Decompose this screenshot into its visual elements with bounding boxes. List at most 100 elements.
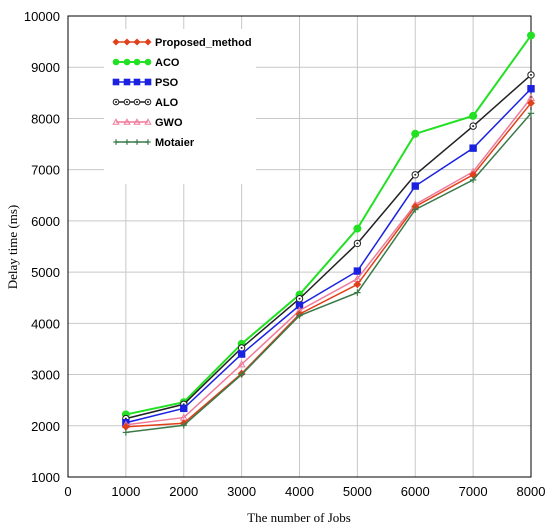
plot-frame — [67, 15, 532, 478]
point-aco — [411, 129, 420, 138]
marker-dot — [356, 242, 359, 245]
legend-marker — [144, 118, 152, 125]
point-aco — [469, 111, 478, 120]
x-tick-label: 2000 — [169, 484, 198, 499]
x-tick-label: 8000 — [517, 484, 546, 499]
legend-label: PSO — [155, 77, 179, 89]
y-tick-label: 4000 — [31, 316, 60, 331]
x-tick-label: 3000 — [227, 484, 256, 499]
series-line-alo — [125, 74, 532, 420]
point-proposed-method — [353, 280, 362, 289]
point-pso — [527, 85, 535, 93]
legend-marker — [112, 38, 120, 46]
y-tick-label: 10000 — [24, 9, 60, 24]
legend-marker — [113, 139, 119, 145]
point-aco — [353, 224, 362, 233]
y-tick-label: 6000 — [31, 214, 60, 229]
point-pso — [180, 404, 188, 413]
point-alo — [237, 344, 246, 352]
legend-marker — [133, 98, 141, 106]
x-tick-label: 1000 — [111, 484, 140, 499]
y-tick-label: 3000 — [31, 368, 60, 383]
point-pso — [411, 182, 419, 190]
legend-marker — [124, 139, 130, 145]
point-aco — [527, 31, 535, 40]
legend-marker — [144, 38, 152, 46]
x-tick-label: 0 — [64, 484, 71, 499]
legend-marker — [112, 118, 120, 125]
series-alo — [122, 71, 535, 423]
point-pso — [353, 267, 362, 275]
legend-marker — [133, 38, 141, 46]
y-tick-label: 5000 — [31, 265, 60, 280]
point-motaier — [238, 371, 245, 378]
point-alo — [469, 122, 477, 130]
legend-marker — [133, 58, 141, 66]
legend-background — [104, 29, 256, 184]
y-tick-label: 1000 — [31, 470, 60, 485]
legend-marker — [123, 78, 131, 86]
legend-marker — [134, 139, 140, 145]
y-tick-labels: 1000 2000 3000 4000 5000 6000 7000 8000 9000 1000… — [24, 9, 60, 485]
legend-marker — [123, 58, 131, 66]
legend-item-aco: ACO — [112, 57, 180, 69]
point-proposed-method — [527, 99, 535, 107]
legend-label: Motaier — [155, 137, 195, 149]
series-pso — [122, 85, 535, 427]
legend-marker — [144, 78, 152, 86]
point-motaier — [122, 429, 130, 436]
x-tick-label: 7000 — [459, 484, 488, 499]
legend-marker — [133, 78, 141, 86]
point-gwo — [237, 360, 246, 368]
marker-dot — [126, 101, 128, 103]
legend-marker — [112, 78, 120, 86]
series-group — [121, 31, 536, 436]
series-line-proposed-method — [125, 102, 532, 428]
y-axis-title: Delay time (ms) — [5, 205, 20, 289]
marker-dot — [472, 125, 475, 128]
legend-item-gwo: GWO — [112, 117, 183, 129]
legend-item-pso: PSO — [112, 77, 179, 89]
series-line-aco — [125, 34, 532, 416]
legend-marker — [123, 118, 131, 125]
legend-label: ACO — [155, 57, 180, 69]
x-axis-title: The number of Jobs — [247, 510, 351, 525]
y-tick-label: 8000 — [31, 111, 60, 126]
x-tick-label: 5000 — [343, 484, 372, 499]
y-tick-label: 7000 — [31, 163, 60, 178]
point-pso — [469, 144, 477, 152]
y-tick-label: 9000 — [31, 60, 60, 75]
marker-dot — [298, 297, 301, 300]
point-motaier — [354, 289, 361, 296]
legend: Proposed_method ACO PSO ALO GWO Motaier — [104, 29, 256, 184]
legend-marker — [145, 139, 151, 145]
marker-dot — [414, 173, 417, 176]
series-line-motaier — [125, 112, 532, 434]
series-motaier — [122, 110, 535, 436]
legend-marker — [123, 38, 131, 46]
point-pso — [237, 350, 246, 358]
legend-item-proposed-method: Proposed_method — [112, 37, 252, 49]
legend-marker — [144, 58, 152, 66]
point-alo — [527, 71, 535, 79]
legend-label: GWO — [155, 117, 183, 129]
marker-dot — [147, 101, 149, 103]
point-motaier — [180, 422, 187, 429]
legend-marker — [112, 98, 120, 106]
marker-dot — [240, 346, 243, 349]
x-tick-label: 6000 — [401, 484, 430, 499]
legend-label: ALO — [155, 97, 179, 109]
point-motaier — [412, 206, 419, 213]
marker-dot — [530, 73, 532, 76]
point-motaier — [469, 176, 477, 184]
legend-item-alo: ALO — [112, 97, 179, 109]
x-tick-labels: 0 1000 2000 3000 4000 5000 6000 7000 8000 — [64, 484, 545, 499]
point-motaier — [527, 110, 535, 117]
legend-label: Proposed_method — [155, 37, 252, 49]
series-line-pso — [125, 88, 532, 424]
legend-marker — [133, 118, 141, 125]
legend-marker — [123, 98, 131, 106]
y-tick-label: 2000 — [31, 419, 60, 434]
point-pso — [295, 301, 304, 310]
